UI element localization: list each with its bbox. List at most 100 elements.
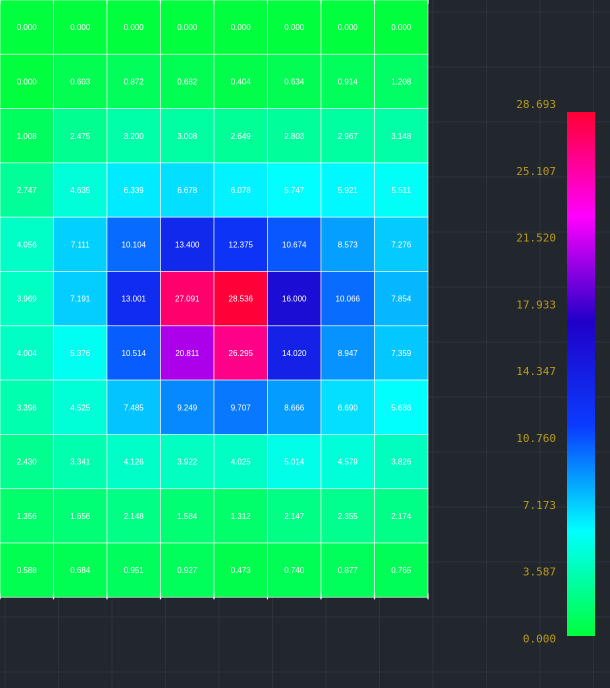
heatmap-cell[interactable]: 2.355: [320, 488, 375, 544]
heatmap-cell-value: 6.678: [177, 186, 198, 195]
heatmap-cell-value: 3.969: [17, 295, 38, 304]
heatmap-cell[interactable]: 0.603: [53, 53, 108, 109]
heatmap-cell[interactable]: 12.375: [213, 216, 268, 272]
heatmap-cell[interactable]: 1.356: [0, 488, 54, 544]
heatmap-cell[interactable]: 8.666: [267, 379, 322, 435]
heatmap-cell[interactable]: 0.000: [106, 0, 161, 55]
heatmap-cell-rect: [160, 325, 215, 381]
heatmap-cell[interactable]: 0.740: [267, 542, 322, 598]
heatmap-cell[interactable]: 0.914: [320, 53, 375, 109]
heatmap-cell[interactable]: 7.276: [374, 216, 429, 272]
heatmap-cell[interactable]: 3.396: [0, 379, 54, 435]
heatmap-cell[interactable]: 2.649: [213, 108, 268, 164]
heatmap-cell[interactable]: 0.000: [213, 0, 268, 55]
heatmap-cell[interactable]: 0.765: [374, 542, 429, 598]
heatmap-cell[interactable]: 13.001: [106, 271, 161, 327]
heatmap-cell[interactable]: 4.004: [0, 325, 54, 381]
heatmap-cell-value: 5.921: [338, 186, 359, 195]
heatmap-cell[interactable]: 2.147: [267, 488, 322, 544]
heatmap-cell[interactable]: 3.200: [106, 108, 161, 164]
heatmap-cell[interactable]: 5.511: [374, 162, 429, 218]
heatmap-cell[interactable]: 6.678: [160, 162, 215, 218]
heatmap-cell[interactable]: 7.854: [374, 271, 429, 327]
heatmap-cell[interactable]: 1.208: [374, 53, 429, 109]
heatmap-cell[interactable]: 20.811: [160, 325, 215, 381]
heatmap-cell[interactable]: 0.000: [0, 53, 54, 109]
heatmap-cell[interactable]: 1.312: [213, 488, 268, 544]
heatmap-cell[interactable]: 0.000: [0, 0, 54, 55]
heatmap-cell[interactable]: 6.078: [213, 162, 268, 218]
heatmap-cell[interactable]: 0.000: [53, 0, 108, 55]
heatmap-cell[interactable]: 10.514: [106, 325, 161, 381]
heatmap-cell[interactable]: 2.174: [374, 488, 429, 544]
heatmap-cell[interactable]: 5.747: [267, 162, 322, 218]
heatmap-cell[interactable]: 10.104: [106, 216, 161, 272]
heatmap-cell[interactable]: 7.111: [53, 216, 108, 272]
heatmap-cell[interactable]: 9.249: [160, 379, 215, 435]
heatmap-cell[interactable]: 0.000: [267, 0, 322, 55]
heatmap-cell[interactable]: 3.008: [160, 108, 215, 164]
heatmap-cell[interactable]: 16.000: [267, 271, 322, 327]
heatmap-cell[interactable]: 2.148: [106, 488, 161, 544]
heatmap-cell[interactable]: 0.927: [160, 542, 215, 598]
heatmap-cell[interactable]: 6.339: [106, 162, 161, 218]
heatmap-cells: 0.000 0.000 0.000 0.000 0.000 0.000 0.000 0.000…: [0, 0, 429, 600]
heatmap-cell[interactable]: 2.430: [0, 433, 54, 490]
heatmap-cell-value: 14.020: [282, 349, 307, 358]
heatmap-cell[interactable]: 0.404: [213, 53, 268, 109]
heatmap-cell[interactable]: 1.656: [53, 488, 108, 544]
heatmap-cell[interactable]: 28.536: [213, 271, 268, 327]
heatmap-cell[interactable]: 4.579: [320, 433, 375, 490]
heatmap-cell[interactable]: 0.588: [0, 542, 54, 598]
heatmap-cell[interactable]: 0.000: [320, 0, 375, 55]
heatmap-cell[interactable]: 7.191: [53, 271, 108, 327]
heatmap-cell[interactable]: 0.872: [106, 53, 161, 109]
heatmap-cell[interactable]: 4.056: [0, 216, 54, 272]
heatmap-cell[interactable]: 4.525: [53, 379, 108, 435]
heatmap-cell-rect: [267, 488, 322, 544]
heatmap-cell[interactable]: 0.473: [213, 542, 268, 598]
heatmap-cell[interactable]: 14.020: [267, 325, 322, 381]
heatmap-cell[interactable]: 3.922: [160, 433, 215, 490]
heatmap-cell-rect: [213, 162, 268, 218]
heatmap-cell[interactable]: 4.126: [106, 433, 161, 490]
heatmap-cell[interactable]: 0.634: [267, 53, 322, 109]
heatmap-cell[interactable]: 8.573: [320, 216, 375, 272]
heatmap-cell[interactable]: 2.747: [0, 162, 54, 218]
heatmap-cell[interactable]: 10.066: [320, 271, 375, 327]
heatmap-cell[interactable]: 9.707: [213, 379, 268, 435]
heatmap-cell[interactable]: 5.376: [53, 325, 108, 381]
heatmap-cell[interactable]: 7.359: [374, 325, 429, 381]
heatmap-cell[interactable]: 7.485: [106, 379, 161, 435]
heatmap-cell[interactable]: 0.000: [374, 0, 429, 55]
heatmap-cell[interactable]: 6.690: [320, 379, 375, 435]
heatmap-cell[interactable]: 8.947: [320, 325, 375, 381]
heatmap-cell[interactable]: 10.674: [267, 216, 322, 272]
heatmap-cell[interactable]: 5.921: [320, 162, 375, 218]
heatmap-cell[interactable]: 5.014: [267, 433, 322, 490]
heatmap-cell-rect: [267, 162, 322, 218]
heatmap-cell[interactable]: 1.584: [160, 488, 215, 544]
heatmap-cell[interactable]: 0.951: [106, 542, 161, 598]
heatmap-cell[interactable]: 4.025: [213, 433, 268, 490]
heatmap-cell[interactable]: 13.400: [160, 216, 215, 272]
heatmap-cell[interactable]: 2.967: [320, 108, 375, 164]
heatmap-cell[interactable]: 3.148: [374, 108, 429, 164]
heatmap-cell-value: 0.473: [231, 566, 252, 575]
heatmap-cell[interactable]: 1.008: [0, 108, 54, 164]
heatmap-cell[interactable]: 4.635: [53, 162, 108, 218]
heatmap-cell[interactable]: 26.295: [213, 325, 268, 381]
heatmap-cell[interactable]: 0.682: [160, 53, 215, 109]
heatmap-cell[interactable]: 2.475: [53, 108, 108, 164]
heatmap-cell[interactable]: 0.000: [160, 0, 215, 55]
heatmap-cell[interactable]: 0.877: [320, 542, 375, 598]
heatmap-cell[interactable]: 0.684: [53, 542, 108, 598]
heatmap-cell[interactable]: 27.091: [160, 271, 215, 327]
heatmap-cell-value: 7.111: [71, 240, 90, 249]
heatmap-cell[interactable]: 3.826: [374, 433, 429, 490]
heatmap-cell[interactable]: 3.969: [0, 271, 54, 327]
heatmap-cell[interactable]: 2.803: [267, 108, 322, 164]
heatmap-cell[interactable]: 3.341: [53, 433, 108, 490]
heatmap-cell[interactable]: 5.686: [374, 379, 429, 435]
